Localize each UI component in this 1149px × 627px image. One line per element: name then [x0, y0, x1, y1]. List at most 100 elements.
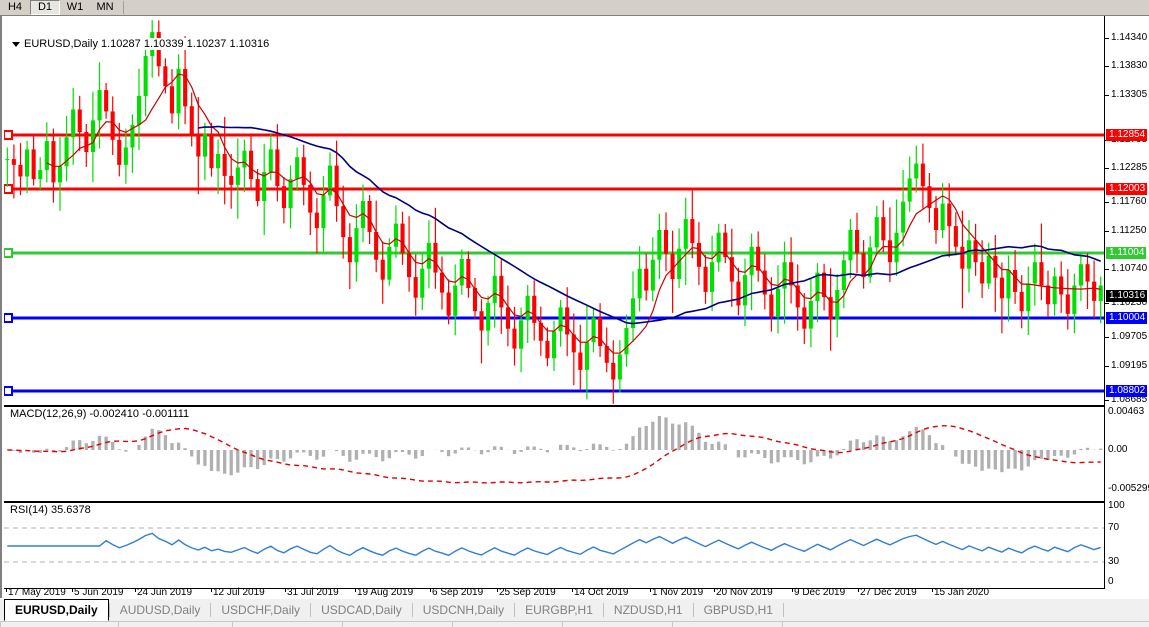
- collapse-triangle-icon[interactable]: [12, 41, 20, 47]
- date-label: 5 Jun 2019: [74, 587, 124, 598]
- macd-tick: -0.005299: [1108, 483, 1149, 494]
- chart-tab-bar: EURUSD,Daily AUDUSD,Daily USDCHF,Daily USDC…: [0, 598, 1149, 627]
- price-tick: 1.11250: [1105, 225, 1149, 237]
- chart-tab-usdcad-daily[interactable]: USDCAD,Daily: [311, 599, 412, 621]
- price-tag-blue: 1.10004: [1106, 312, 1148, 324]
- horizontal-level-lines: [4, 130, 1104, 396]
- date-label: 14 Oct 2019: [574, 587, 629, 598]
- date-tick: [792, 589, 793, 592]
- macd-label: MACD(12,26,9) -0.002410 -0.001111: [8, 408, 192, 420]
- tab-grip: [782, 621, 783, 627]
- tab-grip: [562, 621, 563, 627]
- tab-divider: [692, 603, 694, 617]
- chart-tab-eurgbp-h1[interactable]: EURGBP,H1: [515, 599, 603, 621]
- tab-divider: [514, 603, 516, 617]
- date-label: 15 Jan 2020: [934, 587, 990, 598]
- chart-tabs: EURUSD,Daily AUDUSD,Daily USDCHF,Daily USDC…: [0, 599, 784, 621]
- date-label: 31 Jul 2019: [287, 587, 339, 598]
- macd-tick: 0.00: [1108, 444, 1128, 455]
- tab-divider: [210, 603, 212, 617]
- rsi-chart-svg: [4, 527, 1104, 563]
- date-scale[interactable]: 17 May 2019 5 Jun 2019 24 Jun 2019 12 Jul 2…: [4, 587, 1104, 599]
- date-tick: [211, 589, 212, 592]
- price-scale[interactable]: 1.143401.138301.133051.127951.122851.117…: [1104, 16, 1149, 589]
- moving-average-slow-line: [198, 125, 1102, 325]
- timeframe-button-h4[interactable]: H4: [7, 1, 23, 13]
- date-label: 12 Jul 2019: [213, 587, 265, 598]
- candlestick-series: [5, 20, 1103, 404]
- price-tick: 1.09705: [1105, 331, 1149, 343]
- price-tick: 1.11760: [1105, 196, 1149, 208]
- price-macd-separator: [4, 405, 1104, 407]
- price-chart-svg: [4, 20, 1104, 404]
- date-tick: [430, 589, 431, 592]
- date-tick: [858, 589, 859, 592]
- date-tick: [497, 589, 498, 592]
- date-tick: [932, 589, 933, 592]
- tab-grip: [342, 621, 343, 627]
- price-tick: 1.14340: [1105, 32, 1149, 44]
- tab-grip: [452, 621, 453, 627]
- tab-grip: [0, 621, 1, 627]
- date-label: 24 Jun 2019: [137, 587, 193, 598]
- chart-tab-gbpusd-h1[interactable]: GBPUSD,H1: [693, 599, 783, 621]
- date-label: 17 May 2019: [8, 587, 66, 598]
- date-tick: [650, 589, 651, 592]
- price-tick: 1.12285: [1105, 162, 1149, 174]
- timeframe-button-d1[interactable]: D1: [30, 0, 60, 15]
- date-tick: [355, 589, 356, 592]
- tab-divider: [108, 603, 110, 617]
- date-label: 25 Sep 2019: [499, 587, 556, 598]
- tab-divider: [310, 603, 312, 617]
- timeframe-toolbar: H4 D1 W1 MN: [0, 0, 1149, 15]
- chart-tab-nzdusd-h1[interactable]: NZDUSD,H1: [603, 599, 693, 621]
- price-tick: 1.09195: [1105, 360, 1149, 372]
- tab-grip: [232, 621, 233, 627]
- timeframe-button-mn[interactable]: MN: [96, 1, 114, 13]
- chart-window: EURUSD,Daily 1.10287 1.10339 1.10237 1.1…: [0, 15, 1149, 599]
- rsi-tick: 0: [1108, 576, 1114, 587]
- tab-grip: [672, 621, 673, 627]
- price-tick: 1.10230: [1105, 297, 1149, 309]
- tab-underline: [0, 621, 1149, 622]
- tab-divider: [411, 603, 413, 617]
- macd-tick: 0.00463: [1108, 406, 1145, 417]
- toolbar-divider: [123, 1, 124, 14]
- rsi-line: [7, 532, 1101, 557]
- rsi-tick: 30: [1108, 556, 1120, 567]
- date-label: 20 Nov 2019: [716, 587, 773, 598]
- macd-rsi-separator: [4, 501, 1104, 503]
- tab-divider: [782, 603, 784, 617]
- date-tick: [135, 589, 136, 592]
- moving-average-fast-line: [46, 73, 1101, 354]
- chart-plot-area[interactable]: EURUSD,Daily 1.10287 1.10339 1.10237 1.1…: [4, 16, 1104, 589]
- chart-tab-eurusd-daily[interactable]: EURUSD,Daily: [4, 599, 109, 621]
- macd-signal-line: [7, 425, 1101, 484]
- date-label: 6 Sep 2019: [432, 587, 484, 598]
- price-tick: 1.10740: [1105, 263, 1149, 275]
- tab-divider: [602, 603, 604, 617]
- rsi-label: RSI(14) 35.6378: [8, 504, 93, 516]
- price-tick: 1.13830: [1105, 60, 1149, 72]
- symbol-ohlc-label: EURUSD,Daily 1.10287 1.10339 1.10237 1.1…: [10, 38, 272, 50]
- price-tag-red: 1.12854: [1106, 129, 1148, 141]
- price-tick: 1.08685: [1105, 394, 1149, 406]
- chart-tab-usdcnh-daily[interactable]: USDCNH,Daily: [412, 599, 515, 621]
- macd-chart-svg: [7, 416, 1103, 484]
- chart-tab-audusd-daily[interactable]: AUDUSD,Daily: [109, 599, 211, 621]
- date-tick: [572, 589, 573, 592]
- rsi-bottom-separator: [4, 588, 1104, 589]
- rsi-tick: 100: [1108, 500, 1125, 511]
- timeframe-button-w1[interactable]: W1: [66, 1, 84, 13]
- price-tag-blue: 1.08802: [1106, 385, 1148, 397]
- date-tick: [72, 589, 73, 592]
- date-tick: [6, 589, 7, 592]
- rsi-tick: 70: [1108, 522, 1120, 533]
- price-tick: 1.13305: [1105, 89, 1149, 101]
- macd-histogram: [12, 416, 1103, 476]
- price-tag-black: 1.10316: [1106, 290, 1148, 302]
- chart-tab-usdchf-daily[interactable]: USDCHF,Daily: [211, 599, 311, 621]
- date-label: 19 Aug 2019: [357, 587, 414, 598]
- date-label: 9 Dec 2019: [794, 587, 846, 598]
